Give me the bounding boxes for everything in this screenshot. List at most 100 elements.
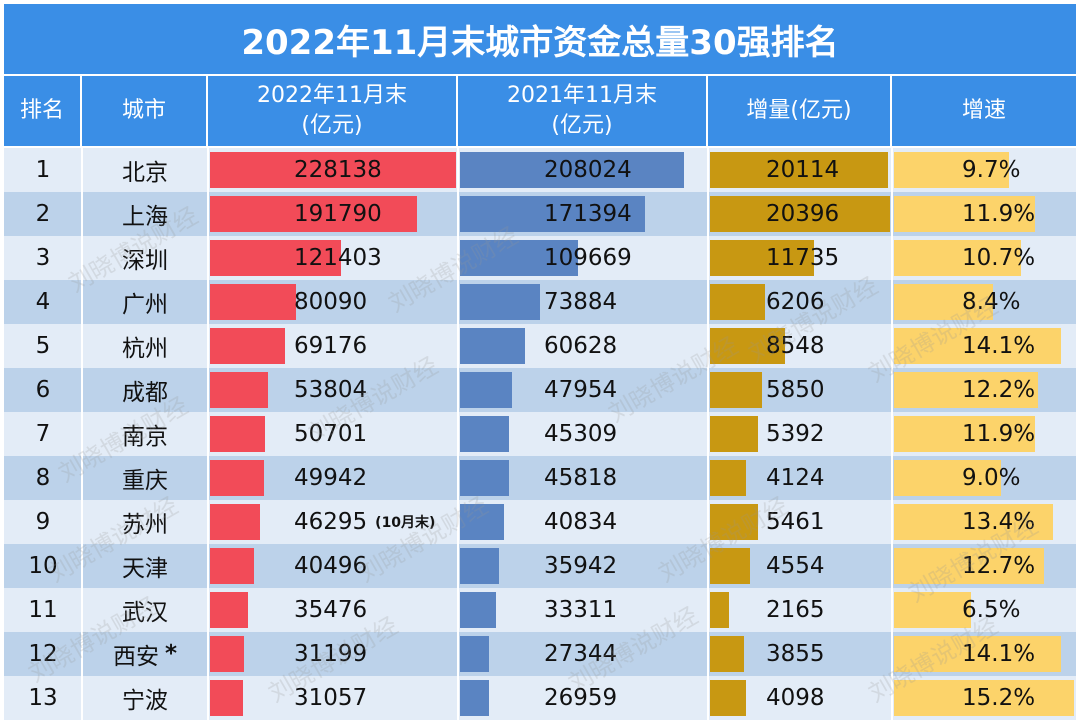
value-2022-text: 121403 [294,245,382,271]
bar-increase [710,372,762,408]
column-divider [81,280,83,324]
value-2022-text: 46295 [294,509,368,535]
city-name: 南京 [122,424,168,450]
value-growth: 13.4% [962,500,1035,544]
column-divider [81,500,83,544]
bar-growth [894,548,1044,584]
bar-2022 [210,328,285,364]
value-2022-text: 31199 [294,641,368,667]
bar-growth [894,416,1035,452]
city-cell: 天津 [82,544,208,588]
city-cell: 广州 [82,280,208,324]
note-label: (10月末) [375,515,436,531]
value-2022: 40496 [294,544,367,588]
column-divider [207,676,209,720]
bar-2021 [460,460,509,496]
rank-cell: 5 [35,333,51,359]
value-2021-text: 45818 [544,465,618,491]
city-name: 成都 [122,380,168,406]
city-cell: 深圳 [82,236,208,280]
bar-2021 [460,284,540,320]
value-2021-text: 73884 [544,289,618,315]
value-increase-text: 4124 [766,465,825,491]
value-2022-text: 80090 [294,289,368,315]
column-divider [81,544,83,588]
bar-growth [894,328,1061,364]
value-2022-text: 228138 [294,157,382,183]
column-divider [207,632,209,676]
value-2022: 80090 [294,280,367,324]
column-divider [81,368,83,412]
value-2021-text: 45309 [544,421,618,447]
value-2021-text: 171394 [544,201,632,227]
value-growth-text: 6.5% [962,597,1021,623]
value-2022: 49942 [294,456,367,500]
value-2021: 47954 [544,368,617,412]
column-divider [207,588,209,632]
rank-cell: 6 [35,377,51,403]
header-2022: 2022年11月末 (亿元) [208,76,458,146]
bar-2021 [460,636,489,672]
table-row: 8 重庆 49942 45818 4124 9.0% [4,456,1076,500]
column-divider [81,148,83,192]
value-growth: 14.1% [962,632,1035,676]
column-divider [207,192,209,236]
bar-2022 [210,636,244,672]
bar-growth [894,284,993,320]
value-2022: 31057 [294,676,367,720]
value-growth: 6.5% [962,588,1020,632]
bar-2022 [210,416,265,452]
rank-cell: 9 [35,509,51,535]
column-divider [891,676,893,720]
bar-2022 [210,152,456,188]
column-divider [891,500,893,544]
value-2022-text: 50701 [294,421,368,447]
value-2022: 191790 [294,192,382,236]
table-row: 7 南京 50701 45309 5392 11.9% [4,412,1076,456]
column-divider [891,236,893,280]
column-divider [891,632,893,676]
column-divider [81,324,83,368]
header-increase: 增量(亿元) [708,76,892,146]
bar-2022 [210,680,243,716]
table-header: 排名 城市 2022年11月末 (亿元) 2021年11月末 (亿元) 增量(亿… [4,76,1076,146]
table-row: 4 广州 80090 73884 6206 8.4% [4,280,1076,324]
table-row: 9 苏州 46295 (10月末) 40834 5461 13.4% [4,500,1076,544]
city-cell: 杭州 [82,324,208,368]
column-divider [457,236,459,280]
city-name: 深圳 [122,248,168,274]
column-divider [707,148,709,192]
value-increase: 5461 [766,500,825,544]
value-growth-text: 8.4% [962,289,1021,315]
column-divider [707,500,709,544]
bar-growth [894,592,971,628]
city-name: 杭州 [122,336,168,362]
column-divider [457,456,459,500]
table-row: 13 宁波 31057 26959 4098 15.2% [4,676,1076,720]
column-divider [207,368,209,412]
value-growth: 9.7% [962,148,1020,192]
column-divider [707,588,709,632]
bar-increase [710,504,758,540]
column-divider [81,236,83,280]
bar-2022 [210,548,254,584]
header-growth: 增速 [892,76,1076,146]
bar-2021 [460,196,645,232]
value-2021: 109669 [544,236,632,280]
value-increase: 4098 [766,676,825,720]
column-divider [891,324,893,368]
value-2022-text: 191790 [294,201,382,227]
city-name: 重庆 [122,468,168,494]
rank-cell: 12 [28,641,58,667]
column-divider [81,632,83,676]
value-growth: 14.1% [962,324,1035,368]
column-divider [457,324,459,368]
rank-cell: 7 [35,421,51,447]
value-2021-text: 60628 [544,333,618,359]
header-2022-line2: (亿元) [301,113,363,138]
value-2022-text: 49942 [294,465,368,491]
column-divider [457,412,459,456]
bar-2021 [460,680,489,716]
rank-cell: 11 [28,597,58,623]
column-divider [707,236,709,280]
